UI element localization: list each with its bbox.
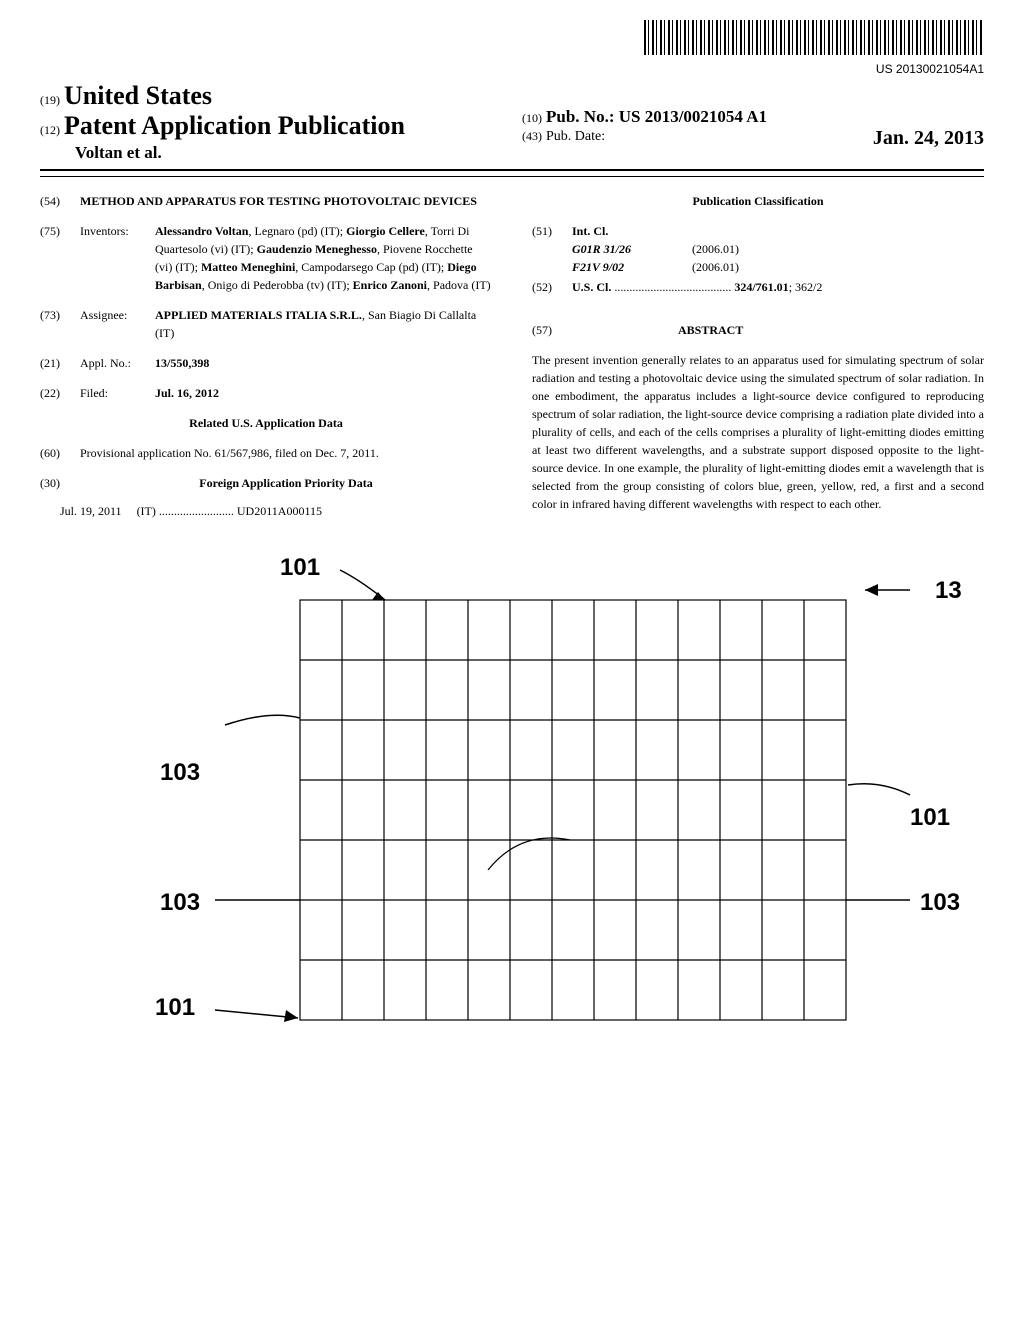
- foreign-date: Jul. 19, 2011: [60, 504, 122, 518]
- intcl-1-code: G01R 31/26: [572, 240, 692, 258]
- svg-text:101: 101: [155, 994, 195, 1021]
- foreign-country: (IT): [137, 504, 156, 518]
- svg-text:13: 13: [935, 577, 962, 604]
- right-column: Publication Classification (51) Int. Cl.…: [522, 192, 984, 520]
- patent-title: METHOD AND APPARATUS FOR TESTING PHOTOVO…: [80, 192, 492, 210]
- pub-no-prefix: (10): [522, 111, 542, 125]
- abstract-text: The present invention generally relates …: [532, 351, 984, 513]
- appl-num: (21): [40, 354, 80, 372]
- pub-date-label: Pub. Date:: [546, 129, 605, 144]
- inventors-num: (75): [40, 222, 80, 294]
- svg-text:103: 103: [160, 759, 200, 786]
- inventors-text: Alessandro Voltan, Legnaro (pd) (IT); Gi…: [155, 222, 492, 294]
- title-num: (54): [40, 192, 80, 210]
- pub-date: Jan. 24, 2013: [873, 127, 984, 150]
- foreign-num: (30): [40, 474, 80, 492]
- inventors-label: Inventors:: [80, 222, 155, 294]
- abstract-num: (57): [532, 323, 552, 337]
- pub-type: Patent Application Publication: [64, 111, 405, 140]
- assignee-text: APPLIED MATERIALS ITALIA S.R.L., San Bia…: [155, 306, 492, 342]
- intcl-num: (51): [532, 222, 572, 276]
- svg-text:101: 101: [910, 804, 950, 831]
- filed-val: Jul. 16, 2012: [155, 384, 492, 402]
- intcl-2-code: F21V 9/02: [572, 258, 692, 276]
- filed-label: Filed:: [80, 384, 155, 402]
- prov-num: (60): [40, 444, 80, 462]
- appl-val: 13/550,398: [155, 354, 492, 372]
- assignee-num: (73): [40, 306, 80, 342]
- intcl-1-year: (2006.01): [692, 240, 984, 258]
- barcode: [644, 20, 984, 55]
- pub-date-prefix: (43): [522, 129, 542, 143]
- pub-type-prefix: (12): [40, 123, 60, 137]
- barcode-number: US 20130021054A1: [40, 62, 984, 76]
- prov-text: Provisional application No. 61/567,986, …: [80, 444, 492, 462]
- header: (19) United States (12) Patent Applicati…: [40, 81, 984, 171]
- uscl-num: (52): [532, 278, 572, 296]
- abstract-head: ABSTRACT: [678, 323, 743, 337]
- country-prefix: (19): [40, 93, 60, 107]
- intcl-label: Int. Cl.: [572, 222, 984, 240]
- figure: 101 13 103 103 101 101 103: [40, 550, 984, 1030]
- svg-text:101: 101: [280, 554, 320, 581]
- left-column: (54) METHOD AND APPARATUS FOR TESTING PH…: [40, 192, 492, 520]
- filed-num: (22): [40, 384, 80, 402]
- pub-class-head: Publication Classification: [532, 192, 984, 210]
- country: United States: [64, 81, 212, 110]
- foreign-dots: .........................: [159, 504, 234, 518]
- uscl-val: 324/761.01: [734, 280, 788, 294]
- foreign-head: Foreign Application Priority Data: [80, 474, 492, 492]
- intcl-2-year: (2006.01): [692, 258, 984, 276]
- pub-no: Pub. No.: US 2013/0021054 A1: [546, 107, 767, 126]
- foreign-val: UD2011A000115: [237, 504, 322, 518]
- assignee-label: Assignee:: [80, 306, 155, 342]
- authors-short: Voltan et al.: [40, 143, 502, 163]
- divider: [40, 176, 984, 177]
- svg-text:103: 103: [920, 889, 960, 916]
- uscl-dots: .......................................: [614, 280, 731, 294]
- appl-label: Appl. No.:: [80, 354, 155, 372]
- uscl-label: U.S. Cl.: [572, 280, 611, 294]
- related-head: Related U.S. Application Data: [40, 414, 492, 432]
- svg-text:103: 103: [160, 889, 200, 916]
